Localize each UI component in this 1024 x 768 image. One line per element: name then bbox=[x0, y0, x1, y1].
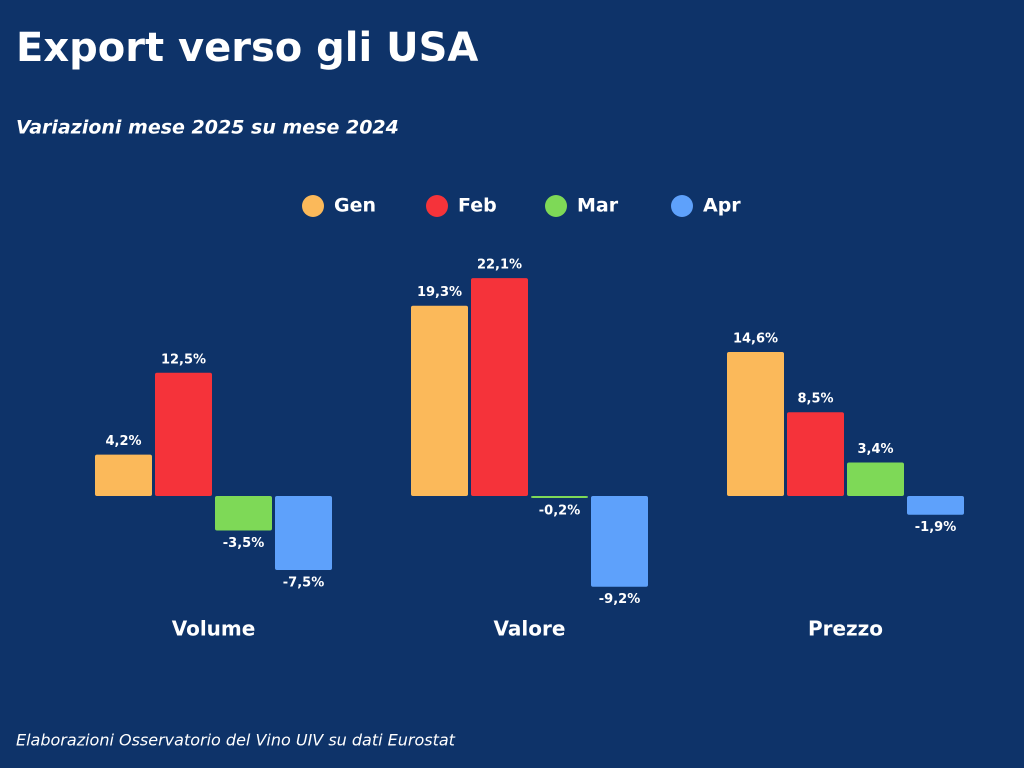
value-label: 12,5% bbox=[161, 352, 206, 367]
value-label: 4,2% bbox=[105, 434, 141, 449]
bar bbox=[787, 412, 844, 496]
value-label: -7,5% bbox=[283, 575, 324, 590]
x-tick-label: Valore bbox=[494, 617, 566, 641]
x-tick-label: Volume bbox=[172, 617, 256, 641]
value-label: 3,4% bbox=[857, 442, 893, 457]
legend-label: Mar bbox=[577, 195, 619, 217]
bar bbox=[275, 496, 332, 570]
x-tick-label: Prezzo bbox=[808, 617, 883, 641]
value-label: -9,2% bbox=[599, 592, 640, 607]
legend-label: Feb bbox=[458, 195, 497, 217]
value-label: 19,3% bbox=[417, 285, 462, 300]
chart-subtitle: Variazioni mese 2025 su mese 2024 bbox=[16, 117, 399, 139]
bar bbox=[847, 462, 904, 496]
bar bbox=[471, 278, 528, 496]
legend-marker bbox=[671, 195, 693, 217]
value-label: -0,2% bbox=[539, 503, 580, 518]
bar bbox=[907, 496, 964, 515]
legend-label: Apr bbox=[703, 195, 741, 217]
bar bbox=[531, 496, 588, 498]
value-label: -3,5% bbox=[223, 536, 264, 551]
value-label: 8,5% bbox=[797, 392, 833, 407]
legend-marker bbox=[545, 195, 567, 217]
value-label: 22,1% bbox=[477, 258, 522, 273]
value-label: 14,6% bbox=[733, 332, 778, 347]
bar bbox=[411, 305, 468, 496]
value-label: -1,9% bbox=[915, 520, 956, 535]
bar bbox=[591, 496, 648, 587]
footer: Elaborazioni Osservatorio del Vino UIV s… bbox=[16, 731, 456, 750]
legend-marker bbox=[426, 195, 448, 217]
bar bbox=[155, 372, 212, 496]
bar bbox=[215, 496, 272, 531]
legend-marker bbox=[302, 195, 324, 217]
legend-label: Gen bbox=[334, 195, 376, 217]
bar bbox=[95, 454, 152, 496]
chart-title: Export verso gli USA bbox=[16, 25, 478, 71]
bar bbox=[727, 352, 784, 496]
